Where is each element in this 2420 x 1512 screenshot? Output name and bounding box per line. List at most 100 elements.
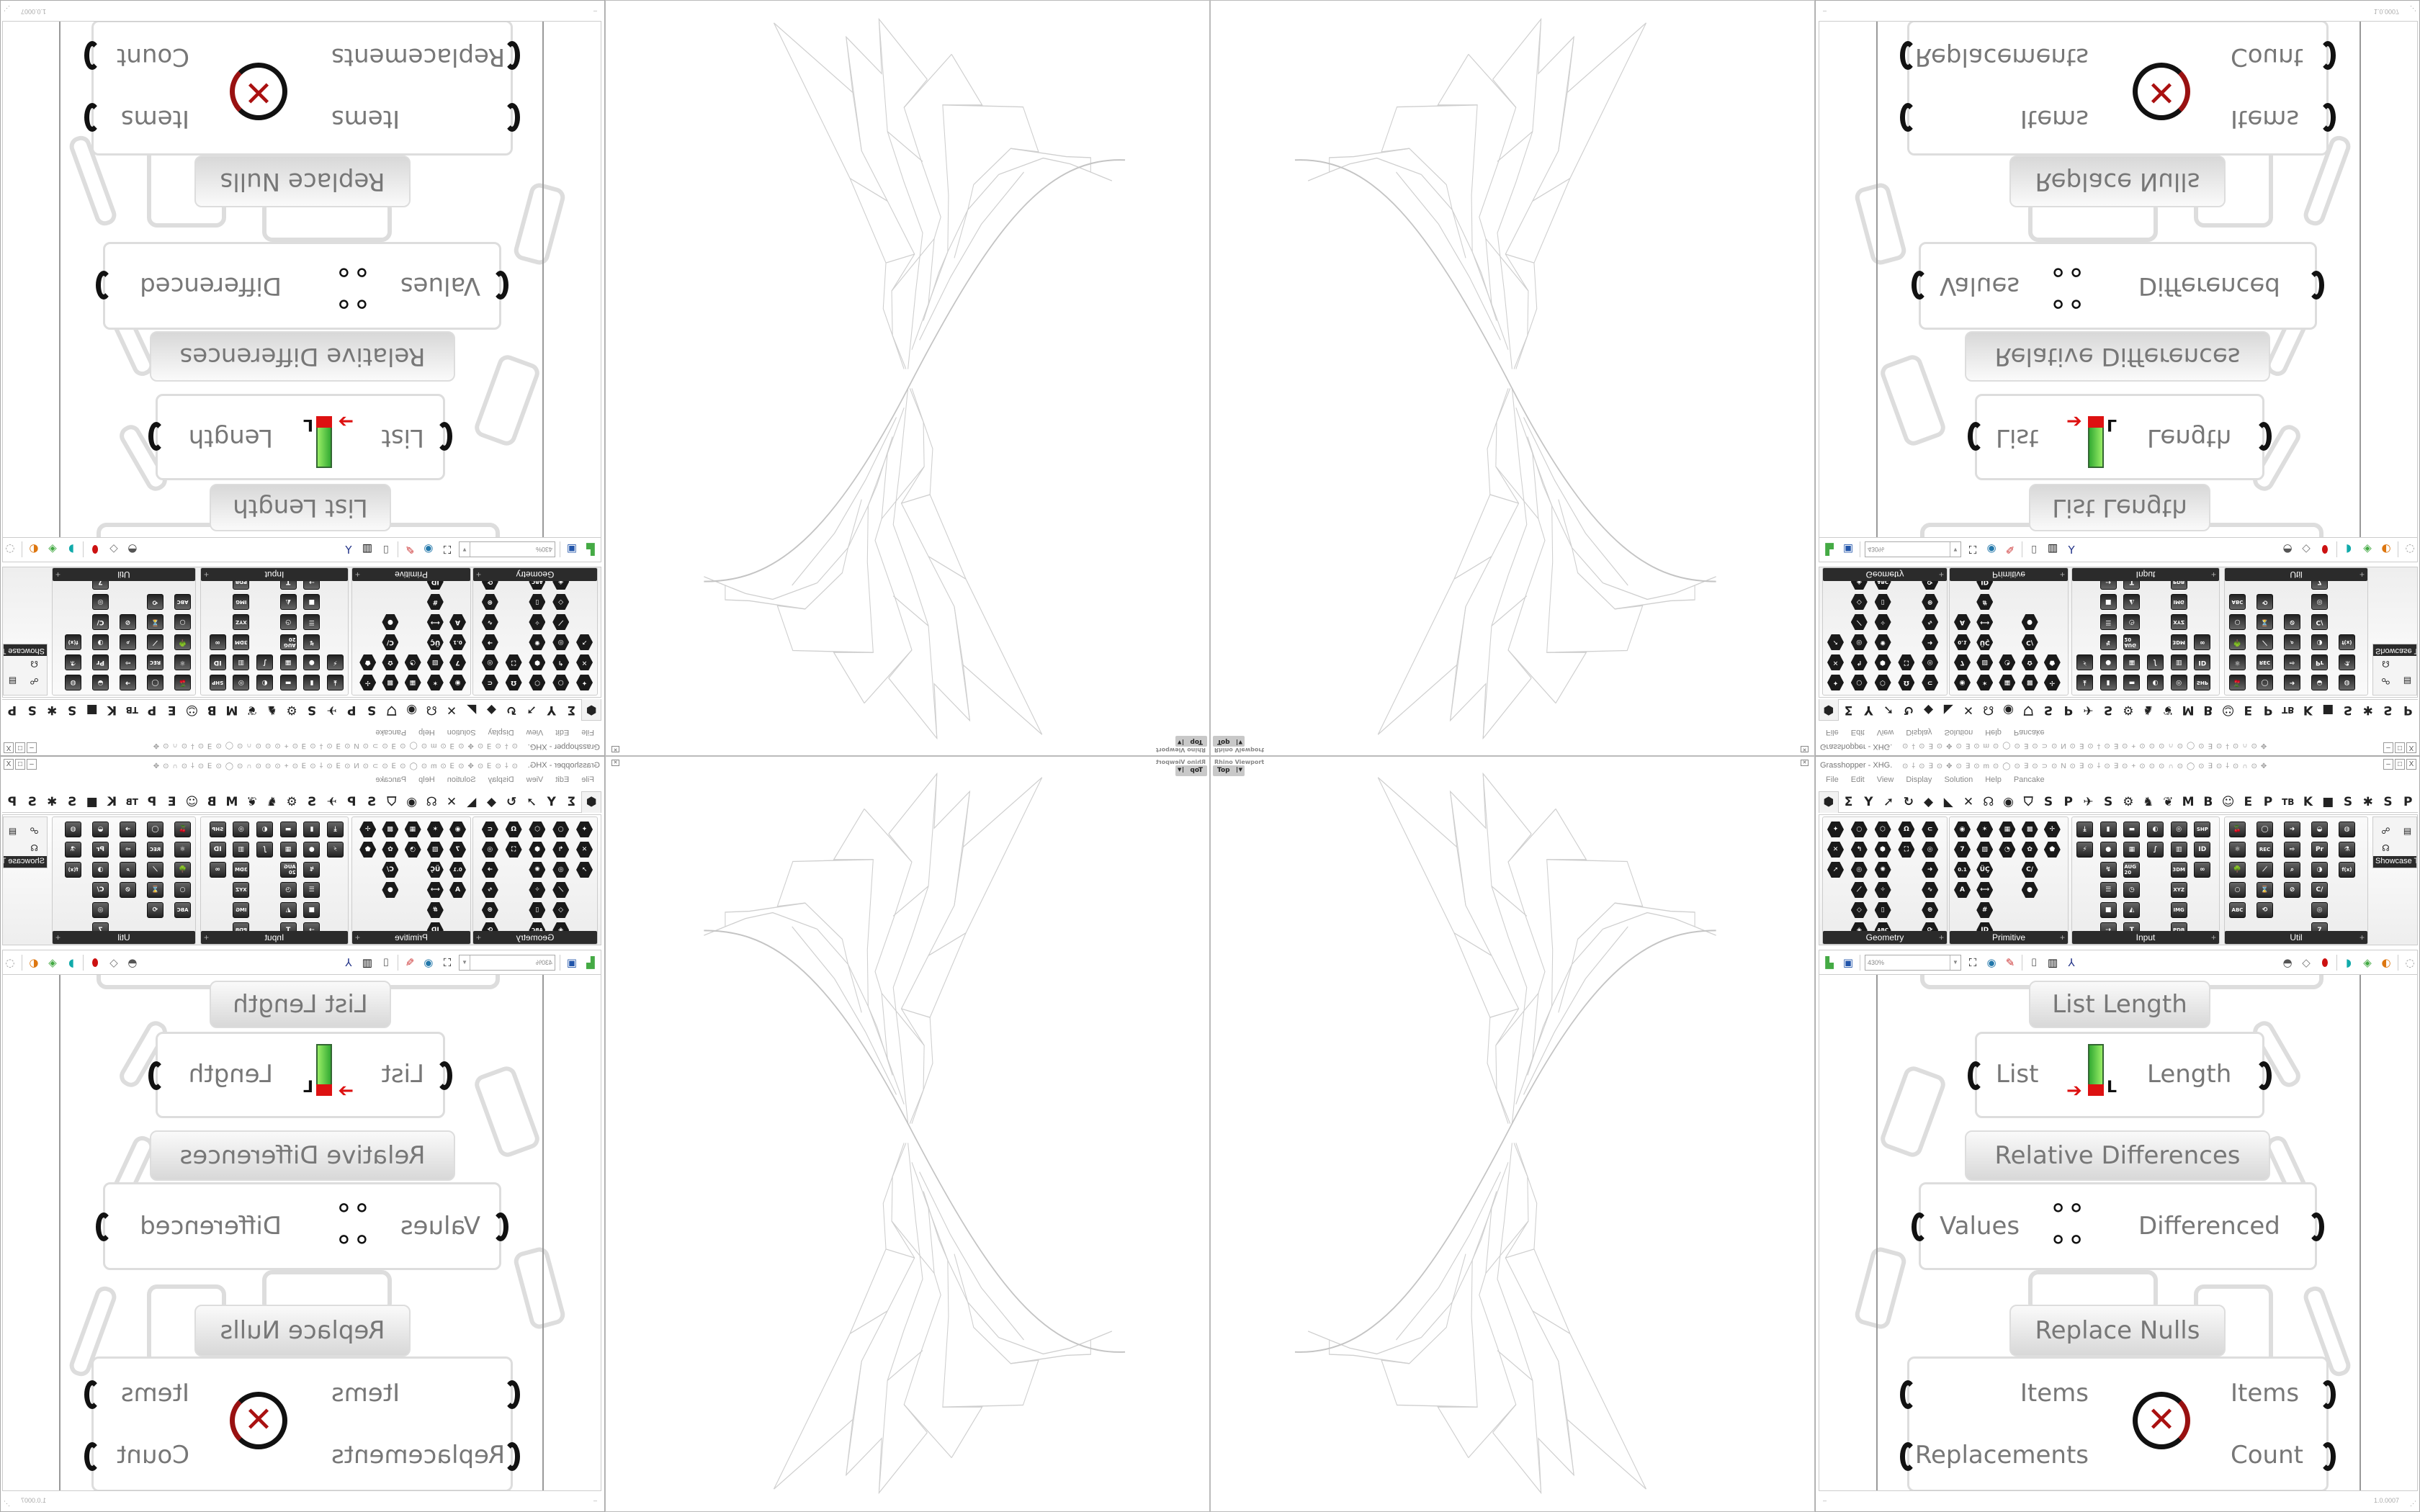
component-icon[interactable]: ▥ <box>2170 842 2187 858</box>
component-icon[interactable]: A <box>449 614 466 630</box>
panel-footer[interactable]: Input + <box>2072 931 2219 944</box>
tab-15[interactable]: ⚙ <box>2123 794 2134 809</box>
component-icon[interactable]: ↯ <box>2099 634 2117 650</box>
component-icon[interactable]: ▮ <box>2099 822 2117 837</box>
input-port[interactable] <box>1968 422 1984 451</box>
close-icon[interactable]: ✕ <box>1801 760 1809 766</box>
component-icon[interactable]: ID <box>2194 654 2211 670</box>
new-file-icon[interactable]: ▙ <box>1825 955 1834 969</box>
component-icon[interactable]: ⌛ <box>2257 614 2273 630</box>
component-icon[interactable]: f(x) <box>2339 634 2355 650</box>
component-icon[interactable]: ◯ <box>147 675 163 690</box>
selected-preview-icon[interactable]: ◗ <box>68 543 74 557</box>
relative-differences-component[interactable]: Values ∘∘ ∘∘ Differenced <box>96 242 508 330</box>
tab-29[interactable]: P <box>7 703 17 718</box>
component-icon[interactable]: ⚛ <box>2229 654 2246 670</box>
tab-26[interactable]: S <box>2343 703 2353 718</box>
component-icon[interactable]: # <box>1976 902 1994 918</box>
component-icon[interactable]: ⬟ <box>2043 842 2061 858</box>
output-port[interactable] <box>84 103 100 132</box>
component-icon[interactable]: ◐ <box>2147 822 2164 837</box>
component-icon[interactable]: 3DM <box>233 862 250 878</box>
component-icon[interactable]: ○ <box>552 822 569 837</box>
remote-icon[interactable]: ▥ <box>2047 955 2058 969</box>
input-port[interactable] <box>504 41 520 70</box>
component-icon[interactable]: Pr <box>92 654 109 670</box>
component-icon[interactable]: ➜ <box>482 634 498 650</box>
component-icon[interactable]: ➜ <box>120 822 136 837</box>
component-icon[interactable]: ◎ <box>552 634 569 650</box>
component-icon[interactable]: 🌳 <box>2229 634 2246 650</box>
component-icon[interactable]: Pr <box>92 842 109 858</box>
component-icon[interactable]: ◑ <box>2311 862 2328 878</box>
tab-5[interactable]: ◆ <box>486 703 496 718</box>
minimize-button[interactable]: – <box>2383 742 2393 753</box>
component-icon[interactable]: ▩ <box>382 822 398 837</box>
replace-nulls-component[interactable]: Items Replacements ✕ Items Count <box>84 1356 520 1491</box>
tab-16[interactable]: ♞ <box>2143 794 2154 809</box>
component-icon[interactable]: ▩ <box>2021 822 2038 837</box>
component-icon[interactable]: ⟋ <box>552 882 569 898</box>
component-icon[interactable]: 0.1 <box>1954 634 1971 650</box>
component-icon[interactable]: ✺ <box>529 634 545 650</box>
tab-23[interactable]: TB <box>2282 796 2295 807</box>
component-icon[interactable]: ◔ <box>405 654 421 670</box>
panel-footer[interactable]: Util + <box>53 931 195 944</box>
tab-7[interactable]: ✕ <box>1963 703 1974 718</box>
maximize-button[interactable]: □ <box>2395 759 2405 770</box>
close-button[interactable]: X <box>4 742 14 753</box>
rhino-viewport[interactable]: Rhino Viewport Top ▼ ✕ <box>1210 756 1815 1512</box>
input-port[interactable] <box>504 103 520 132</box>
input-port[interactable] <box>1968 1061 1984 1090</box>
resize-grip-icon[interactable]: ⋰ <box>4 1500 10 1507</box>
component-icon[interactable]: ✦ <box>1827 822 1844 837</box>
component-icon[interactable]: ◔ <box>405 842 421 858</box>
component-icon[interactable]: ⬢ <box>1874 842 1891 858</box>
tab-24[interactable]: K <box>107 703 117 718</box>
tab-28[interactable]: S <box>2383 703 2393 718</box>
component-icon[interactable]: Pr <box>2311 654 2328 670</box>
component-icon[interactable]: ✶ <box>1976 675 1993 690</box>
component-icon[interactable]: ◎ <box>1851 634 1868 650</box>
tab-3[interactable]: ➚ <box>1883 794 1894 809</box>
component-icon[interactable]: ◔ <box>1999 654 2015 670</box>
component-icon[interactable]: ⟲ <box>2257 594 2273 610</box>
component-icon[interactable]: ⬟ <box>359 842 376 858</box>
component-icon[interactable]: ⌛ <box>2257 882 2273 898</box>
align-icon[interactable]: ⅄ <box>345 543 352 557</box>
component-icon[interactable]: ➚ <box>1827 634 1844 650</box>
menu-file[interactable]: File <box>1826 728 1839 737</box>
component-icon[interactable]: 7 <box>449 842 466 858</box>
tab-22[interactable]: P <box>2263 794 2273 809</box>
component-icon[interactable]: ⬢ <box>529 842 545 858</box>
tab-20[interactable]: ☺ <box>2221 794 2235 809</box>
minimize-button[interactable]: – <box>27 759 37 770</box>
component-icon[interactable]: 🍒 <box>174 675 191 690</box>
component-icon[interactable]: ◒ <box>92 822 109 837</box>
list-length-component[interactable]: List ➔ L Length <box>148 1032 452 1118</box>
tab-27[interactable]: ✱ <box>2362 794 2373 809</box>
component-icon[interactable]: ▦ <box>2123 654 2141 670</box>
component-icon[interactable]: ⟋ <box>147 862 163 878</box>
component-icon[interactable]: ⚡ <box>327 654 344 670</box>
component-icon[interactable]: ○ <box>1851 675 1868 690</box>
tab-8[interactable]: ☊ <box>1983 703 1994 718</box>
component-icon[interactable]: C/ <box>92 614 109 630</box>
tab-11[interactable]: S <box>2043 794 2053 809</box>
component-icon[interactable]: ◎ <box>2311 902 2328 918</box>
component-icon[interactable]: ◉ <box>449 822 466 837</box>
expand-icon[interactable]: + <box>1938 570 1944 580</box>
tab-6[interactable]: ◣ <box>467 703 477 718</box>
tab-28[interactable]: S <box>27 703 37 718</box>
showcase-panel[interactable]: ☍ ☊ ▤ Showcase T... <box>3 816 48 868</box>
panel-footer[interactable]: Geometry + <box>1823 568 1947 581</box>
tab-17[interactable]: ❦ <box>2163 794 2174 809</box>
input-port[interactable] <box>493 1212 508 1241</box>
maximize-button[interactable]: □ <box>2395 742 2405 753</box>
component-icon[interactable]: ⚛ <box>174 842 191 858</box>
component-icon[interactable]: C/ <box>2311 882 2328 898</box>
component-icon[interactable]: ↰ <box>1851 654 1868 670</box>
view-dropdown[interactable]: Top ▼ <box>1175 736 1207 747</box>
component-icon[interactable]: ⚗ <box>65 654 81 670</box>
component-icon[interactable]: ◭ <box>2123 902 2141 918</box>
